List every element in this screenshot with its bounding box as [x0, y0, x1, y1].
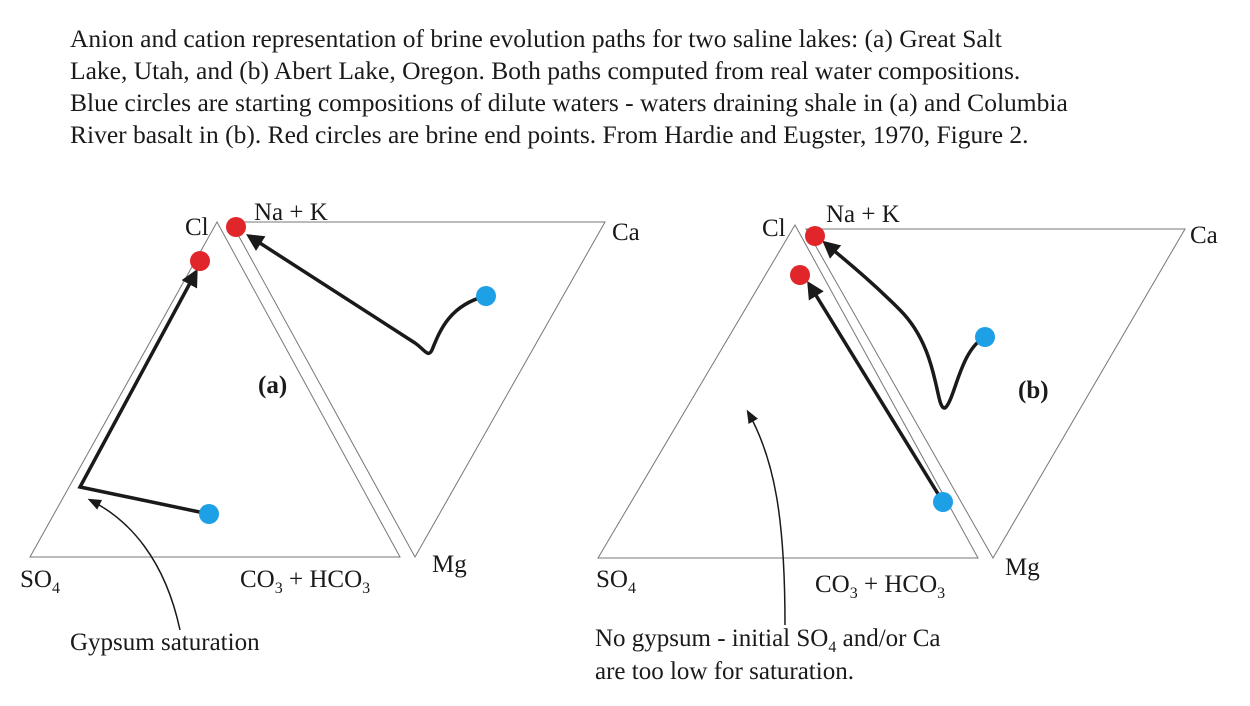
- end-point: [805, 226, 825, 246]
- vertex-label-part: CO: [240, 566, 275, 593]
- evolution-path: [822, 240, 986, 410]
- caption-line: Anion and cation representation of brine…: [70, 24, 1002, 53]
- note-line: No gypsum - initial SO4 and/or Ca: [595, 625, 940, 656]
- start-point: [975, 327, 995, 347]
- note-line-part: Gypsum saturation: [70, 629, 260, 656]
- vertex-label-part: Cl: [762, 215, 786, 242]
- vertex-label: Cl: [185, 214, 209, 241]
- vertex-label-subscript: 4: [628, 580, 636, 597]
- vertex-label: Mg: [432, 551, 467, 578]
- caption-line: Lake, Utah, and (b) Abert Lake, Oregon. …: [70, 56, 1020, 85]
- panel-a-shapes: [29, 217, 606, 631]
- caption-line: Blue circles are starting compositions o…: [70, 88, 1068, 117]
- vertex-label-part: + HCO: [283, 566, 362, 593]
- vertex-label-part: Na + K: [254, 199, 328, 226]
- vertex-label-part: + HCO: [858, 571, 937, 598]
- note-arrow: [87, 498, 181, 631]
- vertex-label-subscript: 4: [52, 580, 60, 597]
- panel-label: (a): [258, 372, 287, 399]
- vertex-label-part: Ca: [1190, 222, 1218, 249]
- vertex-label: Na + K: [826, 201, 900, 228]
- evolution-path: [77, 268, 210, 516]
- vertex-label: Mg: [1005, 554, 1040, 581]
- cation-triangle: [230, 221, 606, 559]
- vertex-label-part: Na + K: [826, 201, 900, 228]
- vertex-label: Ca: [612, 219, 640, 246]
- vertex-label: Ca: [1190, 222, 1218, 249]
- vertex-label: CO3 + HCO3: [240, 566, 370, 597]
- vertex-label: SO4: [596, 566, 636, 597]
- vertex-label-subscript: 3: [850, 585, 858, 602]
- anion-triangle: [597, 223, 979, 559]
- cation-triangle: [805, 228, 1186, 560]
- note-line: are too low for saturation.: [595, 658, 854, 685]
- vertex-label-part: Ca: [612, 219, 640, 246]
- vertex-label: CO3 + HCO3: [815, 571, 945, 602]
- note-line-part: are too low for saturation.: [595, 658, 854, 685]
- evolution-path: [807, 281, 945, 503]
- start-point: [199, 504, 219, 524]
- caption-line: River basalt in (b). Red circles are bri…: [70, 120, 1029, 149]
- anion-triangle: [29, 220, 401, 558]
- vertex-label-part: SO: [596, 566, 628, 593]
- panel-label: (b): [1018, 377, 1049, 404]
- vertex-label-part: SO: [20, 566, 52, 593]
- note-line-part: and/or Ca: [836, 625, 940, 652]
- vertex-label: Na + K: [254, 199, 328, 226]
- panel-b-shapes: [597, 223, 1186, 626]
- note-line: Gypsum saturation: [70, 629, 260, 656]
- vertex-label-part: Mg: [432, 551, 467, 578]
- evolution-path: [246, 234, 487, 356]
- note-line-subscript: 4: [828, 639, 836, 656]
- start-point: [476, 286, 496, 306]
- end-point: [190, 251, 210, 271]
- start-point: [933, 492, 953, 512]
- vertex-label-subscript: 3: [275, 580, 283, 597]
- note-arrow: [746, 409, 786, 626]
- vertex-label-part: Cl: [185, 214, 209, 241]
- vertex-label-subscript: 3: [362, 580, 370, 597]
- end-point: [226, 217, 246, 237]
- vertex-label-part: Mg: [1005, 554, 1040, 581]
- vertex-label-part: CO: [815, 571, 850, 598]
- vertex-label: Cl: [762, 215, 786, 242]
- note-line-part: No gypsum - initial SO: [595, 625, 828, 652]
- vertex-label: SO4: [20, 566, 60, 597]
- vertex-label-subscript: 3: [937, 585, 945, 602]
- end-point: [790, 265, 810, 285]
